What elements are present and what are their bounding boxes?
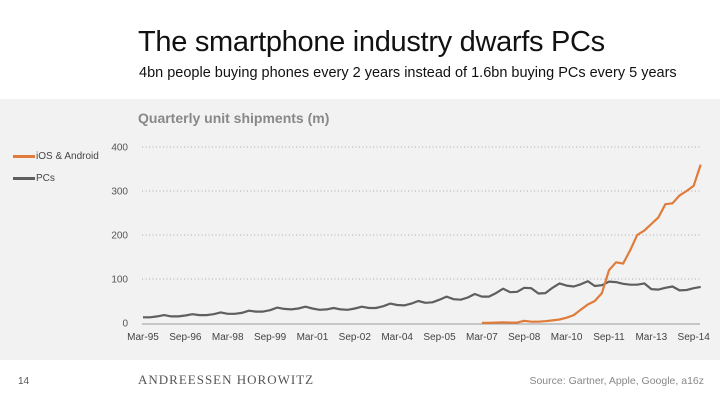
x-tick-label: Mar-01 (297, 332, 329, 343)
x-tick-label: Mar-10 (551, 332, 583, 343)
y-tick-label: 300 (111, 187, 128, 198)
legend-item-smartphones: iOS & Android (13, 145, 99, 167)
legend-swatch (13, 176, 35, 180)
series-line-ios-android (481, 164, 702, 324)
x-tick-label: Sep-11 (593, 332, 625, 343)
y-tick-label: 200 (111, 231, 128, 242)
chart-title: Quarterly unit shipments (m) (138, 110, 330, 126)
x-tick-label: Sep-08 (508, 332, 541, 343)
y-tick-label: 0 (122, 319, 128, 330)
x-tick-label: Mar-13 (635, 332, 667, 343)
x-tick-label: Mar-04 (381, 332, 413, 343)
y-tick-label: 100 (111, 275, 128, 286)
y-tick-label: 400 (111, 143, 128, 154)
x-tick-label: Sep-02 (339, 332, 372, 343)
x-tick-label: Mar-98 (212, 332, 244, 343)
x-tick-label: Sep-96 (169, 332, 202, 343)
legend-label: PCs (36, 172, 55, 184)
slide-subtitle: 4bn people buying phones every 2 years i… (139, 65, 677, 81)
x-tick-label: Mar-95 (127, 332, 159, 343)
legend: iOS & Android PCs (13, 145, 99, 189)
x-tick-label: Sep-05 (423, 332, 456, 343)
legend-swatch (13, 154, 35, 158)
legend-item-pcs: PCs (13, 167, 99, 189)
legend-label: iOS & Android (36, 150, 99, 162)
source-note: Source: Gartner, Apple, Google, a16z (529, 375, 704, 387)
logo: ANDREESSEN HOROWITZ (138, 372, 315, 387)
x-tick-label: Mar-07 (466, 332, 498, 343)
x-tick-label: Sep-99 (254, 332, 287, 343)
slide-title: The smartphone industry dwarfs PCs (138, 26, 605, 58)
series-line-pcs (143, 280, 701, 319)
x-tick-label: Sep-14 (678, 332, 711, 343)
page-number: 14 (18, 376, 30, 387)
chart-background (0, 99, 720, 360)
